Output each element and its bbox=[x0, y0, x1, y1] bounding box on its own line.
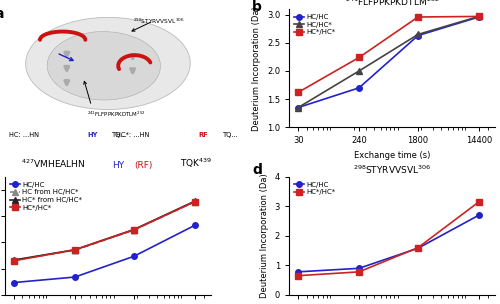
HC*/HC* bbox=[415, 15, 421, 19]
HC*/HC* bbox=[192, 200, 198, 204]
Legend: HC/HC, HC*/HC*: HC/HC, HC*/HC* bbox=[292, 180, 337, 197]
Y-axis label: Deuterium Incorporation (Da): Deuterium Incorporation (Da) bbox=[260, 174, 269, 298]
HC/HC bbox=[476, 15, 482, 19]
Title: $^{298}$STYRVVSVL$^{306}$: $^{298}$STYRVVSVL$^{306}$ bbox=[353, 164, 431, 176]
HC*/HC* bbox=[356, 56, 362, 59]
HC/HC* bbox=[415, 33, 421, 36]
HC from HC/HC* bbox=[72, 248, 78, 252]
HC*/HC* bbox=[72, 248, 78, 252]
Line: HC* from HC/HC*: HC* from HC/HC* bbox=[12, 199, 198, 263]
Line: HC*/HC*: HC*/HC* bbox=[296, 14, 482, 95]
HC*/HC* bbox=[415, 246, 421, 250]
Legend: HC/HC, HC/HC*, HC*/HC*: HC/HC, HC/HC*, HC*/HC* bbox=[292, 12, 337, 37]
Line: HC/HC: HC/HC bbox=[296, 14, 482, 110]
HC*/HC* bbox=[131, 228, 137, 232]
HC/HC* bbox=[476, 15, 482, 18]
Line: HC/HC*: HC/HC* bbox=[296, 14, 482, 110]
HC/HC* bbox=[295, 106, 301, 109]
Text: b: b bbox=[252, 0, 262, 14]
HC/HC bbox=[476, 213, 482, 217]
HC/HC bbox=[131, 254, 137, 258]
Ellipse shape bbox=[47, 32, 160, 100]
Text: TQ...: TQ... bbox=[112, 132, 128, 138]
Line: HC*/HC*: HC*/HC* bbox=[296, 199, 482, 278]
HC* from HC/HC* bbox=[192, 199, 198, 203]
HC*/HC* bbox=[356, 270, 362, 274]
HC/HC bbox=[356, 86, 362, 90]
HC*/HC* bbox=[476, 15, 482, 18]
Y-axis label: Deuterium Incorporation (Da): Deuterium Incorporation (Da) bbox=[252, 6, 262, 130]
Text: TQ...: TQ... bbox=[223, 132, 239, 138]
Text: HY: HY bbox=[88, 132, 98, 138]
HC/HC bbox=[295, 270, 301, 274]
Text: $^{427}$VMHEALHN: $^{427}$VMHEALHN bbox=[22, 157, 86, 170]
HC* from HC/HC* bbox=[131, 228, 137, 231]
HC/HC* bbox=[356, 69, 362, 73]
HC* from HC/HC* bbox=[11, 258, 17, 262]
Text: HY: HY bbox=[112, 161, 124, 170]
Text: a: a bbox=[0, 7, 4, 21]
Title: $^{241}$FLFPPKPKDTLM$^{252}$: $^{241}$FLFPPKPKDTLM$^{252}$ bbox=[345, 0, 440, 8]
HC/HC bbox=[11, 281, 17, 284]
HC/HC bbox=[356, 267, 362, 270]
Line: HC*/HC*: HC*/HC* bbox=[12, 199, 198, 264]
HC/HC bbox=[192, 223, 198, 227]
Ellipse shape bbox=[26, 17, 190, 109]
Text: RF: RF bbox=[198, 132, 208, 138]
HC from HC/HC* bbox=[192, 200, 198, 204]
Line: HC/HC: HC/HC bbox=[12, 223, 198, 285]
HC* from HC/HC* bbox=[72, 248, 78, 252]
X-axis label: Exchange time (s): Exchange time (s) bbox=[354, 151, 430, 160]
HC*/HC* bbox=[476, 200, 482, 204]
HC/HC bbox=[415, 247, 421, 250]
Line: HC/HC: HC/HC bbox=[296, 212, 482, 275]
HC*/HC* bbox=[11, 259, 17, 263]
HC/HC bbox=[415, 34, 421, 37]
HC from HC/HC* bbox=[11, 258, 17, 262]
Text: HC: ...HN: HC: ...HN bbox=[9, 132, 39, 138]
HC*/HC* bbox=[295, 91, 301, 94]
HC/HC bbox=[295, 106, 301, 109]
HC from HC/HC* bbox=[131, 228, 137, 232]
Text: HC*: ...HN: HC*: ...HN bbox=[116, 132, 150, 138]
Line: HC from HC/HC*: HC from HC/HC* bbox=[12, 199, 198, 263]
HC*/HC* bbox=[295, 274, 301, 278]
Text: TQK$^{439}$: TQK$^{439}$ bbox=[180, 156, 212, 170]
Text: d: d bbox=[252, 163, 262, 177]
Legend: HC/HC, HC from HC/HC*, HC* from HC/HC*, HC*/HC*: HC/HC, HC from HC/HC*, HC* from HC/HC*, … bbox=[8, 180, 84, 212]
Text: $^{298}$STYRVVSVL$^{306}$: $^{298}$STYRVVSVL$^{306}$ bbox=[132, 16, 184, 26]
Text: (RF): (RF) bbox=[134, 161, 153, 170]
HC/HC bbox=[72, 275, 78, 279]
Text: $^{241}$FLFPPKPKDTLM$^{252}$: $^{241}$FLFPPKPKDTLM$^{252}$ bbox=[88, 109, 146, 119]
